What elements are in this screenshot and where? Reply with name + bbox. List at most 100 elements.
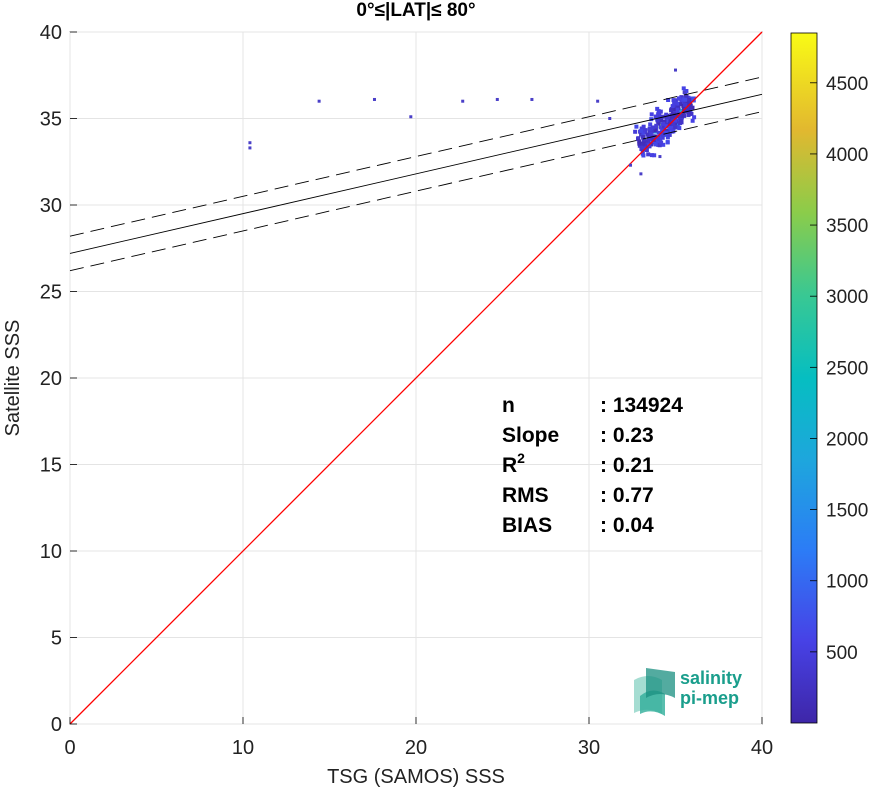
density-cell <box>653 142 658 147</box>
x-tick-label: 10 <box>232 737 254 759</box>
density-cell <box>656 109 661 114</box>
outlier-point <box>629 163 633 167</box>
colorbar-tick-label: 1000 <box>826 572 868 593</box>
density-cell <box>648 122 653 127</box>
density-cell <box>654 123 659 128</box>
outlier-point <box>372 97 376 101</box>
density-cell <box>673 101 678 106</box>
density-cell <box>683 107 688 112</box>
density-cell <box>671 98 676 103</box>
outlier-points <box>248 68 686 176</box>
density-cell <box>664 128 669 133</box>
outlier-point <box>461 99 465 103</box>
density-cell <box>673 118 678 123</box>
density-cell <box>690 118 695 123</box>
density-cell <box>649 112 654 117</box>
outlier-point <box>639 172 643 176</box>
chart-title: 0°≤|LAT|≤ 80° <box>356 0 475 21</box>
density-cell <box>686 113 691 118</box>
density-cell <box>644 148 649 153</box>
density-cell <box>664 112 669 117</box>
density-cell <box>659 140 664 145</box>
density-cell <box>672 125 677 130</box>
density-cell <box>660 135 665 140</box>
outlier-point <box>530 97 534 101</box>
density-cell <box>637 141 642 146</box>
density-cell <box>641 124 646 129</box>
stat-value: : 0.04 <box>600 514 654 537</box>
density-cell <box>652 128 657 133</box>
density-cell <box>655 106 660 111</box>
density-cell <box>684 94 689 99</box>
density-cell <box>645 132 650 137</box>
y-tick-label: 40 <box>40 22 62 44</box>
y-tick-label: 10 <box>40 541 62 563</box>
colorbar-tick-label: 4500 <box>826 74 868 95</box>
outlier-point <box>495 97 499 101</box>
colorbar-tick-label: 4000 <box>826 145 868 166</box>
density-cell <box>641 141 646 146</box>
density-cell <box>656 142 661 147</box>
stat-label: BIAS <box>502 514 552 537</box>
outlier-point <box>682 91 686 95</box>
density-cell <box>652 153 657 158</box>
y-tick-label: 5 <box>51 628 62 650</box>
colorbar-gradient <box>790 32 818 724</box>
y-tick-label: 30 <box>40 195 62 217</box>
y-axis-label: Satellite SSS <box>2 320 24 437</box>
density-cell <box>653 114 658 119</box>
density-cell <box>636 136 641 141</box>
density-cell <box>658 125 663 130</box>
density-cell <box>633 129 638 134</box>
outlier-point <box>248 146 252 150</box>
density-cell <box>662 119 667 124</box>
stat-value: : 0.23 <box>600 424 654 447</box>
density-cell <box>677 126 682 131</box>
density-cell <box>646 139 651 144</box>
y-tick-label: 15 <box>40 455 62 477</box>
upper-band-line <box>69 76 763 237</box>
density-cell <box>646 136 651 141</box>
colorbar-tick-label: 2000 <box>826 429 868 450</box>
density-cell <box>641 153 646 158</box>
plot-area: 0 10 20 30 40 0 5 10 15 20 25 30 35 40 <box>40 22 773 759</box>
density-cell <box>671 114 676 119</box>
colorbar-tick-label: 3000 <box>826 287 868 308</box>
density-cell <box>688 103 693 108</box>
density-cell <box>677 96 682 101</box>
density-cell <box>677 108 684 115</box>
density-cell <box>667 132 672 137</box>
density-cell <box>648 131 653 136</box>
density-cell <box>662 124 667 129</box>
density-cell <box>689 96 696 103</box>
density-cell <box>661 121 666 126</box>
density-cell <box>666 114 671 119</box>
density-cell <box>649 153 654 158</box>
density-cell <box>675 110 680 115</box>
y-tick-label: 35 <box>40 109 62 131</box>
density-cell <box>664 130 669 135</box>
stat-label: RMS <box>502 484 549 507</box>
density-cell <box>682 113 687 118</box>
x-tick-label: 30 <box>578 737 600 759</box>
density-cell <box>656 121 661 126</box>
stat-value: : 0.21 <box>600 454 654 477</box>
density-cell <box>681 86 686 91</box>
density-cell <box>670 104 675 109</box>
density-cell <box>668 116 673 121</box>
density-cells <box>633 86 697 158</box>
density-cell <box>678 118 683 123</box>
density-cell <box>678 102 683 107</box>
density-cell <box>679 95 684 100</box>
logo-text-salinity: salinity <box>680 668 742 688</box>
colorbar-tick-label: 1500 <box>826 501 868 522</box>
density-cell <box>656 130 661 135</box>
density-cell <box>674 125 679 130</box>
density-cell <box>674 120 681 127</box>
identity-line <box>69 31 763 725</box>
fit-lines <box>69 31 763 725</box>
x-tick-label: 40 <box>751 737 773 759</box>
density-cell <box>655 118 660 123</box>
